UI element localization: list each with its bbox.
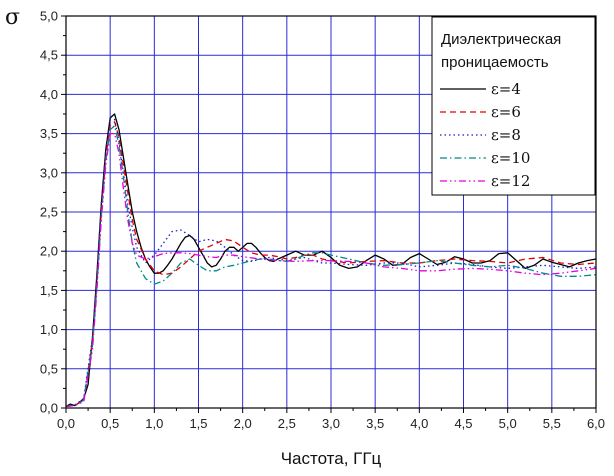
x-tick-label: 2,0 (234, 416, 252, 431)
x-tick-label: 5,0 (499, 416, 517, 431)
x-tick-label: 0,5 (101, 416, 119, 431)
y-axis-title: σ (5, 5, 20, 30)
y-tick-label: 4,5 (40, 48, 58, 63)
y-tick-label: 0,5 (40, 361, 58, 376)
x-tick-label: 1,0 (145, 416, 163, 431)
y-tick-label: 1,5 (40, 283, 58, 298)
y-tick-label: 2,0 (40, 244, 58, 259)
x-tick-label: 3,5 (366, 416, 384, 431)
legend-title-line-2: проницаемость (441, 54, 549, 71)
legend-label-4: ε=10 (491, 149, 530, 167)
x-tick-label: 2,5 (278, 416, 296, 431)
y-tick-label: 2,5 (40, 205, 58, 220)
x-axis-title: Частота, ГГц (281, 449, 382, 468)
series-layer (65, 113, 597, 408)
y-tick-label: 1,0 (40, 322, 58, 337)
x-tick-labels: 0,0 0,5 1,0 1,5 2,0 2,5 3,0 3,5 4,0 4,5 5,0 5,5 6,0 (57, 416, 605, 431)
y-tick-label: 5,0 (40, 9, 58, 24)
y-tick-labels: 0,0 0,5 1,0 1,5 2,0 2,5 3,0 3,5 4,0 4,5 5,0 (40, 9, 58, 416)
y-tick-label: 4,0 (40, 87, 58, 102)
x-tick-label: 6,0 (587, 416, 605, 431)
axis-ticks (61, 15, 597, 413)
x-tick-label: 5,5 (543, 416, 561, 431)
legend: Диэлектрическая проницаемость ε=4ε=6ε=8ε… (431, 16, 596, 196)
x-tick-label: 4,0 (410, 416, 428, 431)
y-tick-label: 3,5 (40, 126, 58, 141)
x-tick-label: 3,0 (322, 416, 340, 431)
y-tick-label: 0,0 (40, 401, 58, 416)
series-line-5 (65, 132, 597, 408)
legend-label-3: ε=8 (491, 126, 521, 144)
x-tick-label: 1,5 (189, 416, 207, 431)
legend-title-line-1: Диэлектрическая (441, 31, 561, 48)
legend-label-1: ε=4 (491, 80, 521, 98)
series-line-3 (65, 117, 597, 408)
x-tick-label: 0,0 (57, 416, 75, 431)
series-line-1 (65, 113, 597, 407)
legend-label-5: ε=12 (491, 172, 530, 190)
legend-label-2: ε=6 (491, 103, 521, 121)
y-tick-label: 3,0 (40, 165, 58, 180)
x-tick-label: 4,5 (454, 416, 472, 431)
legend-items: ε=4 ε=6 ε=8 ε=10 ε=12 (440, 80, 530, 190)
series-line-4 (65, 125, 597, 408)
legend-box (431, 16, 596, 196)
